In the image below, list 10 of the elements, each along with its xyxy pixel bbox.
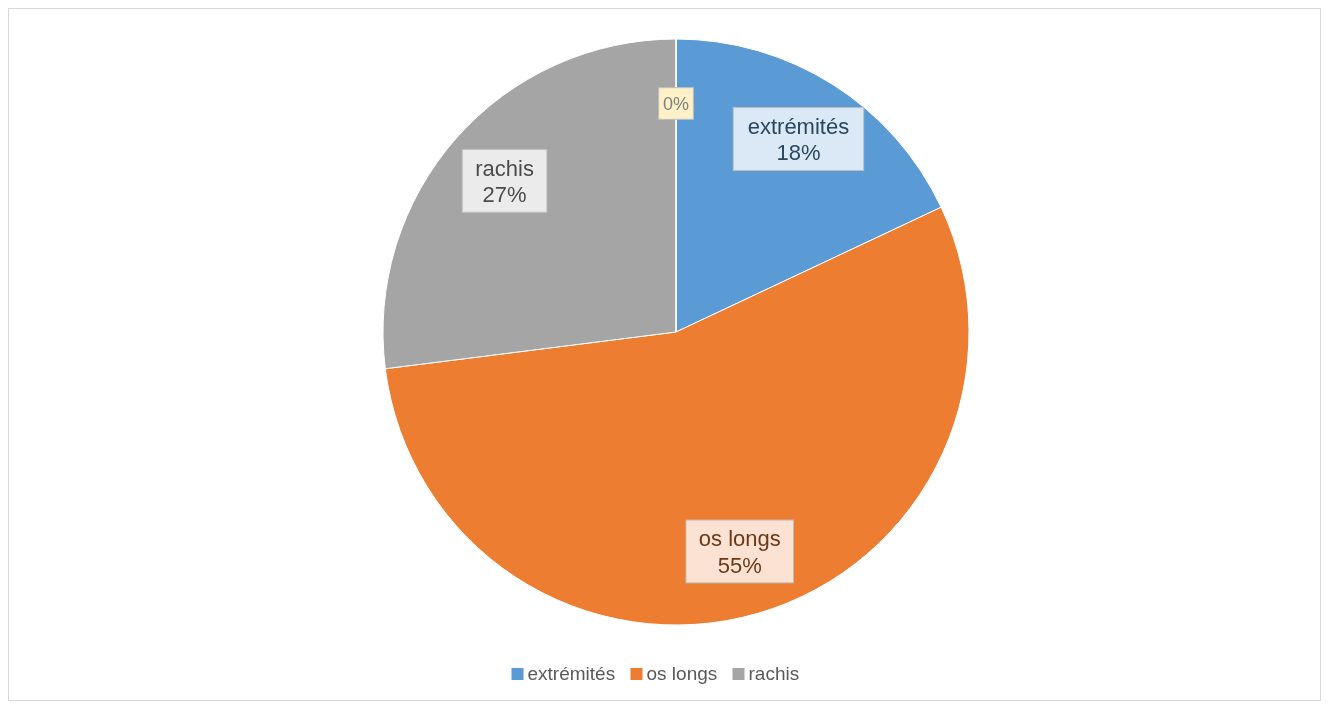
legend-label: extrémités [527,663,616,684]
slice-label: rachis [475,155,534,181]
text: 0% [662,93,690,114]
slice-label: os longs [698,526,781,552]
data-label: 18% [776,140,821,166]
legend-label: rachis [748,663,800,684]
legend-label: os longs [646,663,718,684]
data-label: 27% [482,181,527,207]
data-label: 55% [717,552,762,578]
slice-label: extrémités [747,113,850,139]
